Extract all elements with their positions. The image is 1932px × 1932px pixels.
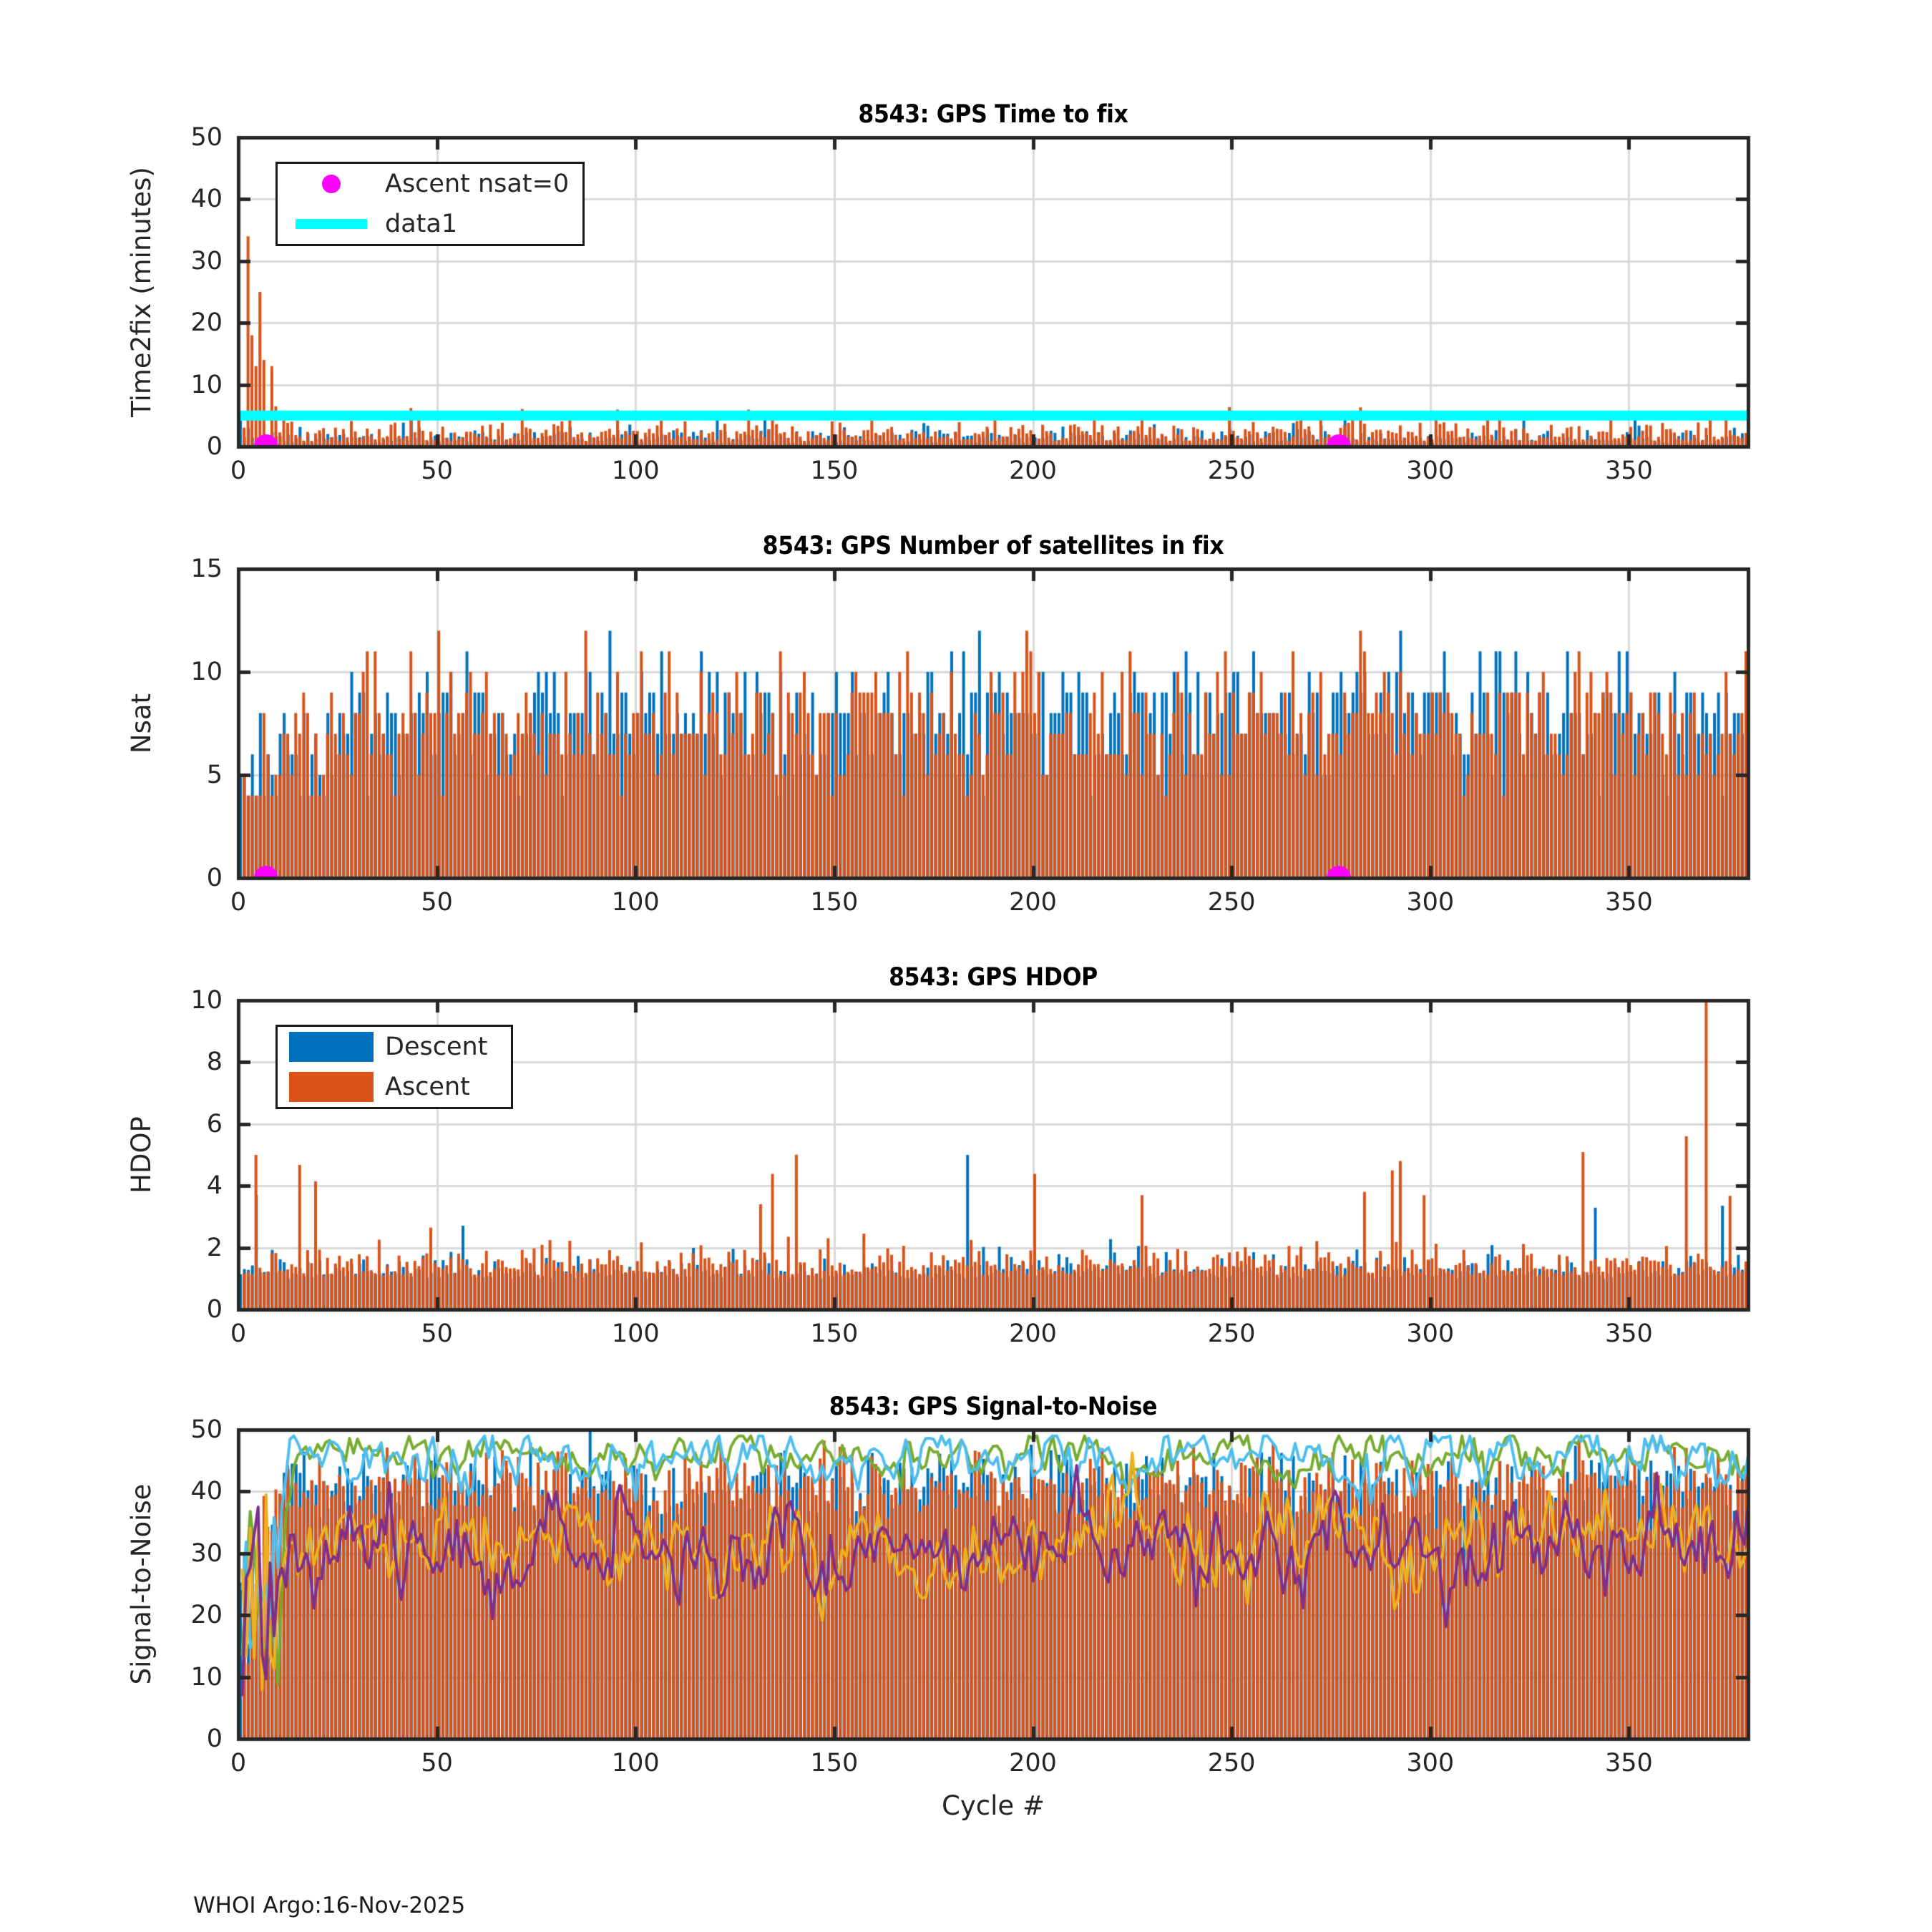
footer-stamp: WHOI Argo:16-Nov-2025 [193, 1893, 466, 1918]
